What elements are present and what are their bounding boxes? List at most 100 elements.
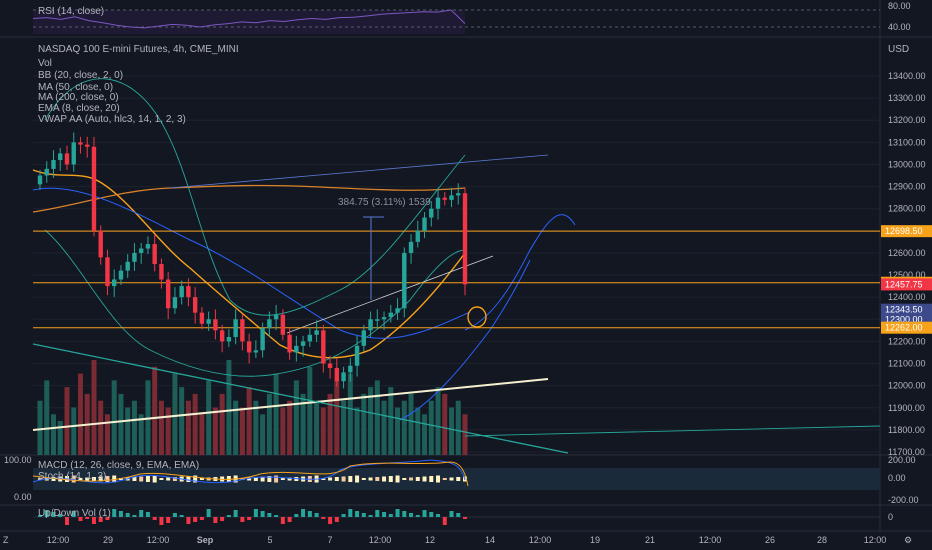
volume-bar xyxy=(260,414,266,455)
candle-body xyxy=(435,197,441,209)
updown-vol-bar xyxy=(402,511,407,517)
updown-vol-bar xyxy=(260,511,265,517)
time-tick-label: 5 xyxy=(267,535,272,545)
bb-upper-line xyxy=(44,78,466,316)
updown-vol-bar xyxy=(172,513,177,517)
time-tick-label: 12:00 xyxy=(699,535,722,545)
macd-histogram-bar xyxy=(274,475,279,483)
macd-histogram-bar xyxy=(78,478,83,480)
ma-50-line xyxy=(32,187,471,339)
candle-body xyxy=(91,146,97,231)
updown-vol-bars xyxy=(38,509,467,525)
time-tick-label: 14 xyxy=(485,535,495,545)
measure-tool-label: 384.75 (3.11%) 1539 xyxy=(338,197,431,208)
candle-body xyxy=(118,270,124,280)
legend-ma200: MA (200, close, 0) xyxy=(38,92,119,103)
price-tick-label: 13200.00 xyxy=(888,115,926,125)
candle-body xyxy=(260,328,265,351)
updown-vol-bar xyxy=(58,514,63,517)
updown-label: Up/Down Vol (1) xyxy=(38,508,111,519)
time-tick-label: Sep xyxy=(197,535,214,545)
time-axis[interactable]: 12:00 29 12:00 Sep 5 7 12:00 12 14 12:00 19 21 12:00… xyxy=(47,535,887,545)
updown-vol-bar xyxy=(98,517,103,522)
trendline-flat xyxy=(464,425,881,437)
time-tick-label: 12 xyxy=(425,535,435,545)
candle-body xyxy=(442,197,447,200)
candle-body xyxy=(456,193,461,196)
price-tick-label: 11900.00 xyxy=(888,403,925,413)
macd-histogram-bar xyxy=(260,476,265,482)
price-tag-box xyxy=(881,303,932,316)
price-tick-label: 12600.00 xyxy=(888,248,926,258)
candle-body xyxy=(64,153,70,165)
horizontal-levels xyxy=(33,230,880,329)
price-tick-label: 13400.00 xyxy=(888,71,926,81)
updown-vol-bar xyxy=(280,517,285,524)
candle-body xyxy=(341,372,346,382)
macd-histogram-bar xyxy=(442,478,447,480)
candle-body xyxy=(449,195,454,200)
legend-symbol: NASDAQ 100 E-mini Futures, 4h, CME_MINI xyxy=(38,44,239,55)
volume-bar xyxy=(206,380,212,455)
candle-body xyxy=(172,297,178,309)
candle-body xyxy=(179,286,184,298)
volume-bar xyxy=(401,400,407,455)
volume-bar xyxy=(37,400,43,455)
updown-vol-bar xyxy=(449,511,454,517)
candle-body xyxy=(267,319,272,329)
price-tag-label: 12698.50 xyxy=(885,226,923,236)
macd-histogram-bar xyxy=(449,477,454,481)
volume-bar xyxy=(354,407,360,455)
updown-vol-bar xyxy=(44,510,49,517)
volume-bar xyxy=(50,414,56,455)
candle-body xyxy=(226,336,232,342)
volume-bar xyxy=(368,387,374,455)
candle-body xyxy=(85,144,90,147)
price-tag-label: 12343.50 xyxy=(885,305,923,315)
rsi-label: RSI (14, close) xyxy=(38,6,104,17)
candle-body xyxy=(381,317,387,320)
volume-bar xyxy=(422,414,428,455)
settings-icon[interactable]: ⚙ xyxy=(904,535,912,545)
macd-level-high: 200.00 xyxy=(888,455,916,465)
macd-histogram-bar xyxy=(105,476,110,482)
candle-body xyxy=(105,257,110,287)
candle-body xyxy=(71,142,76,165)
updown-vol-bar xyxy=(199,517,204,520)
candle-body xyxy=(402,252,407,309)
legend-ema: EMA (8, close, 20) xyxy=(38,103,120,114)
macd-histogram-bar xyxy=(341,476,346,482)
updown-vol-bar xyxy=(159,517,164,525)
candle-body xyxy=(37,175,43,185)
price-tick-label: 12400.00 xyxy=(888,292,926,302)
macd-histogram-bar xyxy=(91,477,96,481)
candle-body xyxy=(429,208,434,218)
updown-vol-bar xyxy=(307,511,312,517)
updown-vol-bar xyxy=(429,512,434,517)
highlight-circle xyxy=(467,306,487,328)
candle-body xyxy=(132,252,137,262)
volume-bar xyxy=(91,360,97,455)
volume-bar xyxy=(104,414,110,455)
candle-body xyxy=(51,160,56,169)
price-tag-box xyxy=(881,278,932,291)
updown-vol-bar xyxy=(166,517,171,523)
price-tag-label: 12262.00 xyxy=(885,323,923,333)
macd-histogram-bar xyxy=(355,475,360,483)
volume-bar xyxy=(273,373,279,455)
updown-vol-bar xyxy=(125,513,130,517)
candle-body xyxy=(408,241,414,253)
volume-bar xyxy=(233,400,239,455)
volume-bar xyxy=(158,400,164,455)
zoom-icon[interactable]: Z xyxy=(3,535,9,545)
updown-vol-bar xyxy=(375,510,380,517)
legend-vwap: VWAP AA (Auto, hlc3, 14, 1, 2, 3) xyxy=(38,114,186,125)
time-tick-label: 21 xyxy=(645,535,655,545)
bb-lower-line xyxy=(44,229,466,377)
volume-bar xyxy=(361,393,367,455)
updown-vol-bar xyxy=(152,517,157,520)
macd-histogram-bar xyxy=(132,477,137,481)
updown-vol-bar xyxy=(321,517,326,519)
candle-body xyxy=(186,286,191,298)
